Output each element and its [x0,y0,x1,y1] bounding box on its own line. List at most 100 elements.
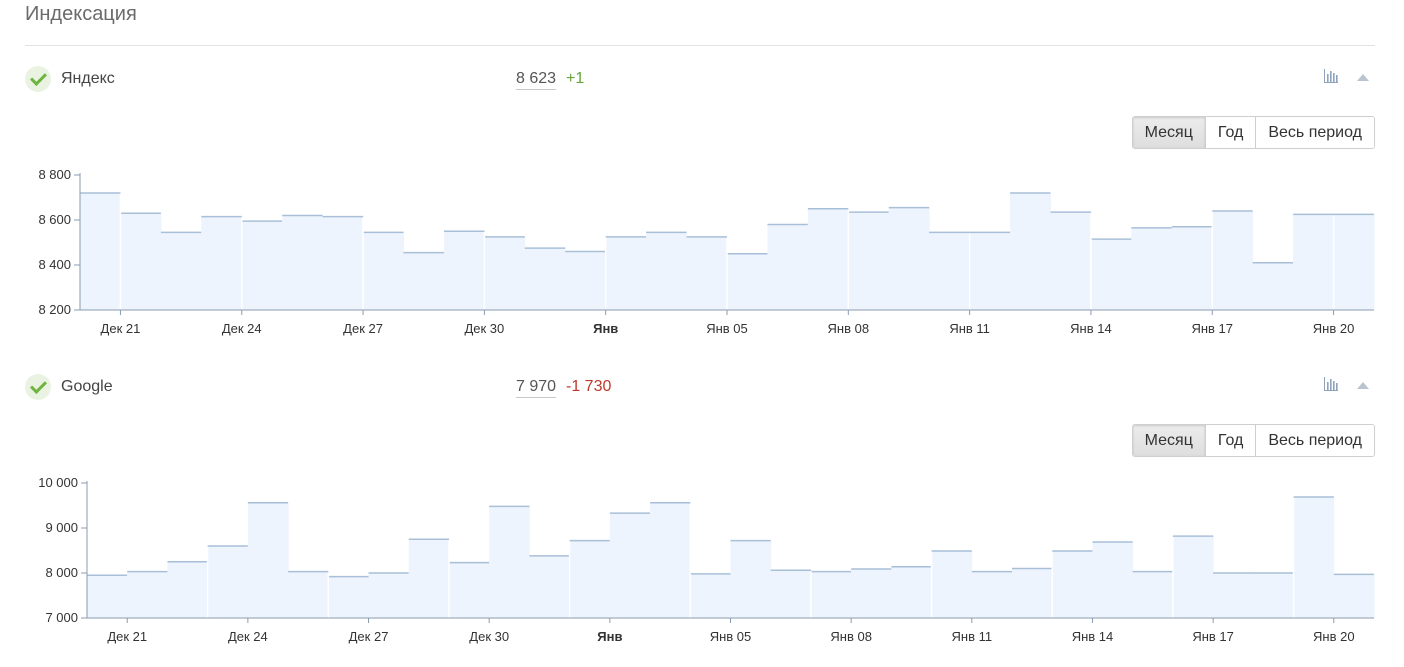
chart-bar [87,575,128,618]
chart-bar [403,252,445,310]
chart-bar [646,232,688,310]
chart-bar [489,506,530,618]
period-selector: Месяц Год Весь период [1131,424,1375,457]
chart-bar [690,573,731,618]
x-tick-label: Дек 30 [464,321,504,336]
chart-bar [730,540,772,618]
chart-bar [650,502,691,618]
chart-bar [529,555,571,618]
chart-bar [448,562,490,618]
chart-bar [408,539,450,618]
chart-bar [247,502,289,618]
chart-bar [767,224,809,310]
y-tick-label: 7 000 [45,610,78,625]
period-all-button[interactable]: Весь период [1256,425,1374,456]
chart-bar [931,550,973,618]
x-tick-label: Янв 20 [1313,629,1355,644]
chart-bar [1293,496,1335,618]
x-tick-label: Янв 08 [828,321,870,336]
indexed-count-link[interactable]: 8 623 [516,70,557,90]
period-year-button[interactable]: Год [1205,425,1257,456]
chart-bar [929,232,971,310]
chart-bar [201,216,243,310]
x-tick-label: Дек 21 [107,629,147,644]
x-tick-label: Дек 27 [349,629,389,644]
chart-bar [848,212,890,310]
indexed-count-link[interactable]: 7 970 [516,378,557,398]
google-index-chart: 10 000 9 000 8 000 7 000 Дек 21 Дек 24 Дек 27 Д… [38,475,1375,644]
check-icon [25,374,51,400]
yandex-index-chart: 8 800 8 600 8 400 8 200 Дек 21 Дек 24 Дек 27 Де… [38,167,1375,336]
google-section: Google 7 970 -1 730 Месяц Год Весь перио… [0,368,1404,667]
bar-chart-icon[interactable] [1323,68,1339,84]
x-tick-label: Дек 24 [228,629,268,644]
chart-bar [1090,239,1132,310]
chart-bar [1012,568,1053,618]
chart-bar [1132,571,1174,618]
chart-bar [888,207,930,310]
chart-bar [1333,574,1375,618]
chart-bar [484,236,526,310]
chart-bar [328,576,370,618]
chart-bar [1253,573,1295,618]
chart-bar [1092,541,1134,618]
x-tick-label: Дек 30 [469,629,509,644]
period-all-button[interactable]: Весь период [1256,117,1374,148]
chart-bar [524,248,566,310]
chart-bar [368,573,410,618]
x-tick-label: Янв 14 [1070,321,1112,336]
chart-bar [120,213,162,310]
indexed-delta: -1 730 [566,378,612,395]
chart-bar [969,232,1011,310]
chart-bar [241,221,283,310]
chart-bar [1171,226,1213,310]
indexed-delta: +1 [566,70,585,87]
y-tick-label: 8 800 [38,167,71,182]
period-month-button[interactable]: Месяц [1132,425,1206,456]
y-tick-label: 8 400 [38,257,71,272]
x-tick-label: Янв 17 [1191,321,1233,336]
chart-bar [891,566,933,618]
chart-bar [1010,193,1051,310]
chart-bar [1333,214,1375,310]
chart-bar [605,236,647,310]
yandex-section: Яндекс 8 623 +1 Месяц Год Весь период 8 … [0,60,1404,340]
chart-bar [1050,212,1092,310]
chart-bar [851,568,892,618]
engine-row-yandex: Яндекс 8 623 +1 [25,60,1375,100]
period-selector: Месяц Год Весь период [1131,116,1375,149]
x-tick-label: Дек 27 [343,321,383,336]
chart-bar [727,253,768,310]
chart-bar [160,232,202,310]
bar-chart-icon[interactable] [1323,376,1339,392]
chart-bar [1252,262,1294,310]
chart-bar [127,571,168,618]
chart-bar [770,570,812,618]
collapse-icon[interactable] [1357,74,1369,81]
page-title: Индексация [25,3,137,25]
x-tick-label: Янв 05 [710,629,752,644]
check-icon [25,66,51,92]
chart-bar [167,561,209,618]
chart-bar [971,571,1013,618]
chart-bar [443,231,485,310]
engine-name: Яндекс [61,70,115,87]
x-tick-label: Янв 11 [952,629,993,644]
chart-bar [686,236,728,310]
collapse-icon[interactable] [1357,382,1369,389]
x-tick-label: Дек 21 [101,321,141,336]
chart-bar [1212,211,1254,310]
chart-bar [810,571,852,618]
period-year-button[interactable]: Год [1205,117,1257,148]
chart-bar [322,216,364,310]
y-tick-label: 8 600 [38,212,71,227]
y-tick-label: 9 000 [45,520,78,535]
chart-bar [1131,227,1173,310]
chart-bar [1052,550,1093,618]
period-month-button[interactable]: Месяц [1132,117,1206,148]
chart-bar [609,513,651,618]
chart-bar [207,546,249,618]
x-tick-label: Янв 20 [1313,321,1355,336]
chart-bar [282,215,324,310]
x-tick-label: Янв [593,321,618,336]
